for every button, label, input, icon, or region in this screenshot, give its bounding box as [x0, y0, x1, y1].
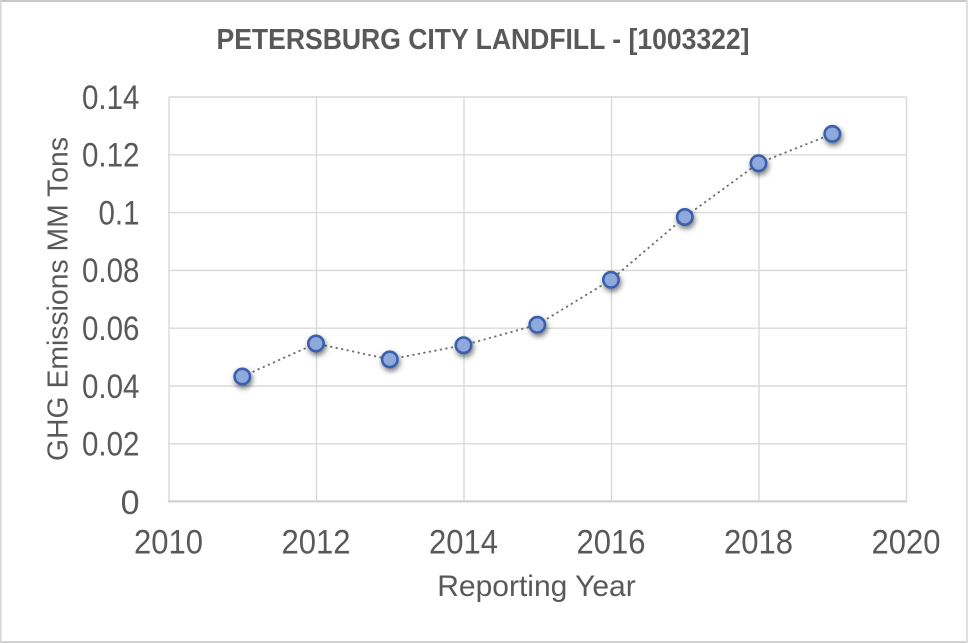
svg-text:0.04: 0.04 [82, 368, 140, 406]
svg-text:0.14: 0.14 [82, 79, 140, 117]
svg-text:2014: 2014 [429, 524, 498, 562]
svg-text:2016: 2016 [577, 524, 646, 562]
svg-text:0.1: 0.1 [99, 194, 140, 232]
svg-text:0.02: 0.02 [82, 426, 140, 464]
svg-text:2020: 2020 [872, 524, 941, 562]
svg-text:0.08: 0.08 [82, 252, 140, 290]
svg-text:PETERSBURG CITY LANDFILL - [10: PETERSBURG CITY LANDFILL - [1003322] [217, 24, 750, 56]
svg-text:2018: 2018 [724, 524, 793, 562]
svg-text:0.06: 0.06 [82, 310, 140, 348]
svg-text:2010: 2010 [134, 524, 203, 562]
svg-text:GHG Emissions MM Tons: GHG Emissions MM Tons [43, 137, 75, 461]
svg-text:2012: 2012 [282, 524, 351, 562]
svg-text:0.12: 0.12 [82, 137, 140, 175]
svg-text:Reporting Year: Reporting Year [437, 570, 636, 603]
svg-text:0: 0 [121, 484, 140, 522]
